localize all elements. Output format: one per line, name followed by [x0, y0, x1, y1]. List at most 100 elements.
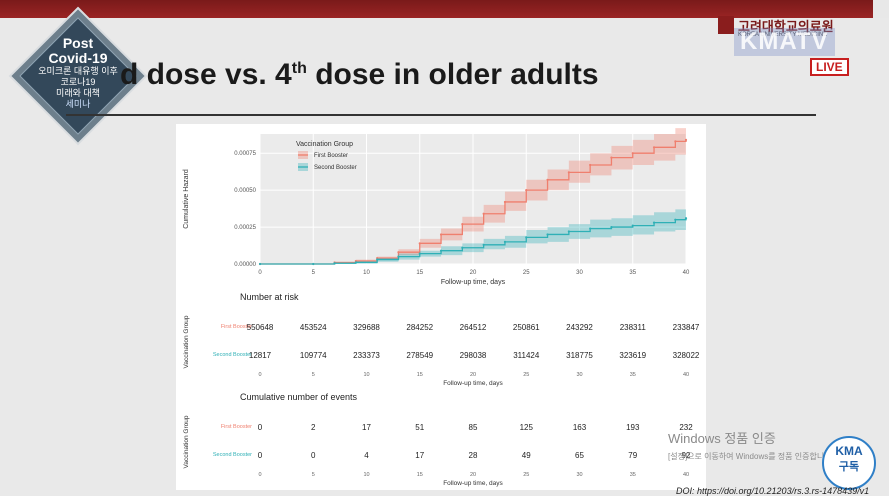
x-tick-label: 25	[523, 270, 530, 276]
series-point	[610, 157, 612, 159]
table-x-tick: 40	[683, 472, 689, 478]
table-cell: 550648	[247, 323, 274, 332]
series-point	[632, 224, 634, 226]
series-point	[504, 201, 506, 203]
series-point	[610, 226, 612, 228]
subscribe-button[interactable]: KMA 구독	[822, 436, 876, 490]
table-cell: 250861	[513, 323, 540, 332]
doi-citation: DOI: https://doi.org/10.21203/rs.3.rs-14…	[676, 486, 869, 496]
table-cell: 298038	[460, 351, 487, 360]
table-cell: 0	[258, 423, 263, 432]
km-figure: 0 5 10 15 20 25 30 35 400.000000.000250.000500.0…	[176, 124, 706, 490]
windows-activation-watermark: Windows 정품 인증 [설정]으로 이동하여 Windows를 정품 인증…	[668, 428, 834, 462]
table-group-label: Second Booster	[213, 452, 252, 458]
series-point	[632, 152, 634, 154]
table-cell: 318775	[566, 351, 593, 360]
series-point	[440, 233, 442, 235]
table-x-tick: 15	[417, 472, 423, 478]
table-cell: 17	[415, 451, 424, 460]
table-cell: 65	[575, 451, 584, 460]
series-point	[653, 222, 655, 224]
table-cell: 233847	[673, 323, 700, 332]
series-point	[674, 219, 676, 221]
y-tick-label: 0.00075	[234, 151, 256, 157]
table-y-label: Vaccination Group	[183, 315, 190, 368]
live-badge: LIVE	[810, 58, 849, 76]
series-point	[461, 247, 463, 249]
subscribe-label: 구독	[824, 458, 874, 474]
x-tick-label: 20	[470, 270, 477, 276]
series-point	[685, 139, 687, 141]
series-point	[397, 256, 399, 258]
table-cell: 125	[520, 423, 534, 432]
table-x-tick: 5	[312, 472, 315, 478]
table-group-label: Second Booster	[213, 352, 252, 358]
table-title: Number at risk	[240, 292, 299, 302]
x-tick-label: 10	[363, 270, 370, 276]
x-tick-label: 15	[416, 270, 423, 276]
table-cell: 51	[415, 423, 424, 432]
table-x-label: Follow-up time, days	[443, 480, 503, 487]
table-x-tick: 5	[312, 372, 315, 378]
table-cell: 329688	[353, 323, 380, 332]
x-axis-label: Follow-up time, days	[441, 279, 506, 286]
badge-line1: Post	[8, 36, 148, 51]
table-x-tick: 25	[523, 472, 529, 478]
series-point	[653, 146, 655, 148]
table-x-tick: 20	[470, 472, 476, 478]
table-cell: 28	[469, 451, 478, 460]
table-cell: 0	[311, 451, 316, 460]
series-point	[397, 251, 399, 253]
table-group-label: First Booster	[221, 424, 252, 430]
table-cell: 109774	[300, 351, 327, 360]
table-x-tick: 0	[258, 472, 261, 478]
legend-title: Vaccination Group	[296, 141, 353, 148]
table-y-label: Vaccination Group	[183, 415, 190, 468]
watermark-line1: Windows 정품 인증	[668, 428, 834, 447]
table-cell: 453524	[300, 323, 327, 332]
series-point	[312, 263, 314, 265]
table-cell: 193	[626, 423, 640, 432]
series-point	[419, 253, 421, 255]
table-cell: 238311	[620, 323, 647, 332]
series-point	[674, 140, 676, 142]
series-point	[333, 262, 335, 264]
title-sup: th	[292, 60, 307, 77]
series-point	[461, 223, 463, 225]
x-tick-label: 0	[258, 270, 262, 276]
figure-panel: 0 5 10 15 20 25 30 35 40 0.00000 0.00025 0.00050 0.0…	[176, 124, 706, 490]
series-point	[546, 179, 548, 181]
series-point	[419, 242, 421, 244]
title-post: dose in older adults	[307, 58, 599, 91]
table-cell: 264512	[460, 323, 487, 332]
series-point	[685, 217, 687, 219]
table-x-tick: 25	[523, 372, 529, 378]
series-point	[568, 230, 570, 232]
legend-entry: First Booster	[314, 153, 348, 159]
watermark-line2: [설정]으로 이동하여 Windows를 정품 인증합니다.	[668, 451, 834, 462]
x-tick-label: 40	[683, 270, 690, 276]
x-tick-label: 30	[576, 270, 583, 276]
table-cell: 17	[362, 423, 371, 432]
table-cell: 2	[311, 423, 316, 432]
university-crest-icon	[718, 16, 734, 34]
table-cell: 49	[522, 451, 531, 460]
broadcast-logo: 고려대학교의료원 KOREA UNIVERSITY MEDICINE KMATV…	[718, 16, 868, 80]
series-point	[355, 261, 357, 263]
title-pre: d dose vs. 4	[120, 58, 292, 91]
table-x-tick: 15	[417, 372, 423, 378]
table-x-tick: 10	[363, 472, 369, 478]
table-cell: 12817	[249, 351, 272, 360]
table-x-tick: 30	[576, 372, 582, 378]
badge-line6: 세미나	[8, 99, 148, 110]
series-point	[546, 233, 548, 235]
table-cell: 243292	[566, 323, 593, 332]
title-divider	[66, 114, 816, 116]
y-tick-label: 0.00025	[234, 225, 256, 231]
table-cell: 79	[628, 451, 637, 460]
table-cell: 284252	[406, 323, 433, 332]
table-x-tick: 40	[683, 372, 689, 378]
series-point	[504, 241, 506, 243]
series-point	[483, 244, 485, 246]
legend-entry: Second Booster	[314, 165, 357, 171]
